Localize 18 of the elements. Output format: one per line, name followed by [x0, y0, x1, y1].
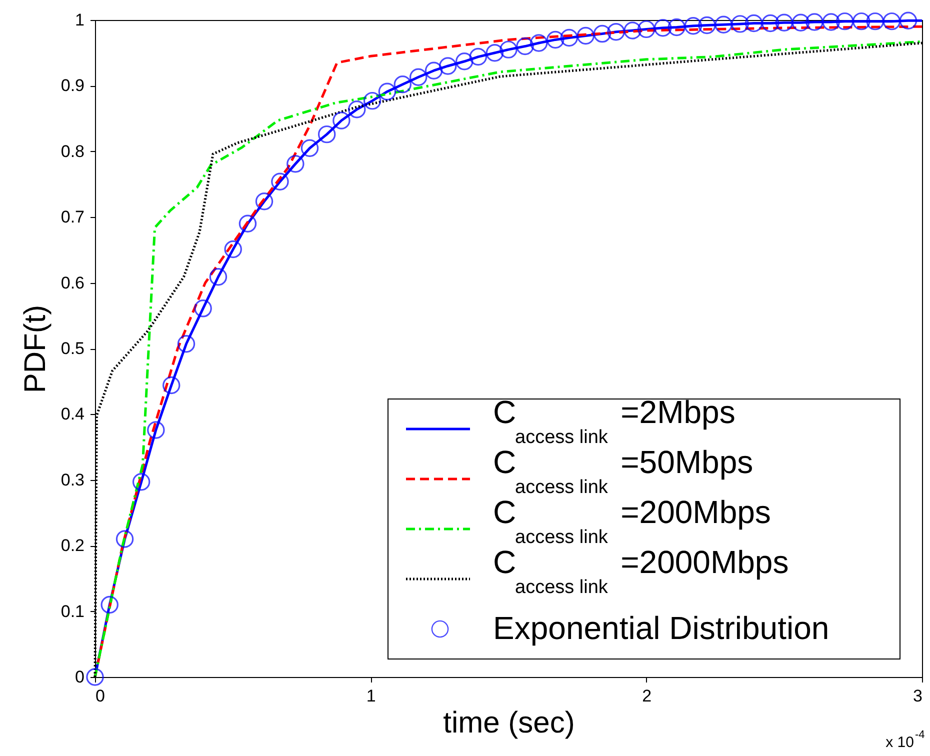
x-tick-label: 1	[366, 686, 376, 706]
y-tick-label: 0.4	[60, 404, 84, 424]
y-tick-label: 0.9	[60, 76, 84, 96]
y-tick-label: 0.7	[60, 208, 84, 227]
y-tick-label: 0.8	[60, 142, 84, 161]
x-tick-label: 0	[96, 686, 105, 706]
y-tick-label: 0.5	[60, 339, 84, 358]
y-axis-title: PDF(t)	[18, 304, 52, 394]
y-tick-label: 0.3	[60, 470, 84, 490]
y-tick-label: 1	[75, 10, 84, 30]
y-tick-label: 0.2	[60, 536, 84, 556]
y-tick-label: 0	[75, 668, 84, 686]
x-tick-label: 3	[913, 686, 922, 706]
x-axis-title: time (sec)	[443, 706, 575, 740]
x-tick-label: 2	[642, 686, 652, 706]
legend-label: Exponential Distribution	[493, 610, 830, 646]
y-tick-label: 0.6	[60, 273, 84, 292]
y-tick-label: 0.1	[60, 602, 84, 621]
